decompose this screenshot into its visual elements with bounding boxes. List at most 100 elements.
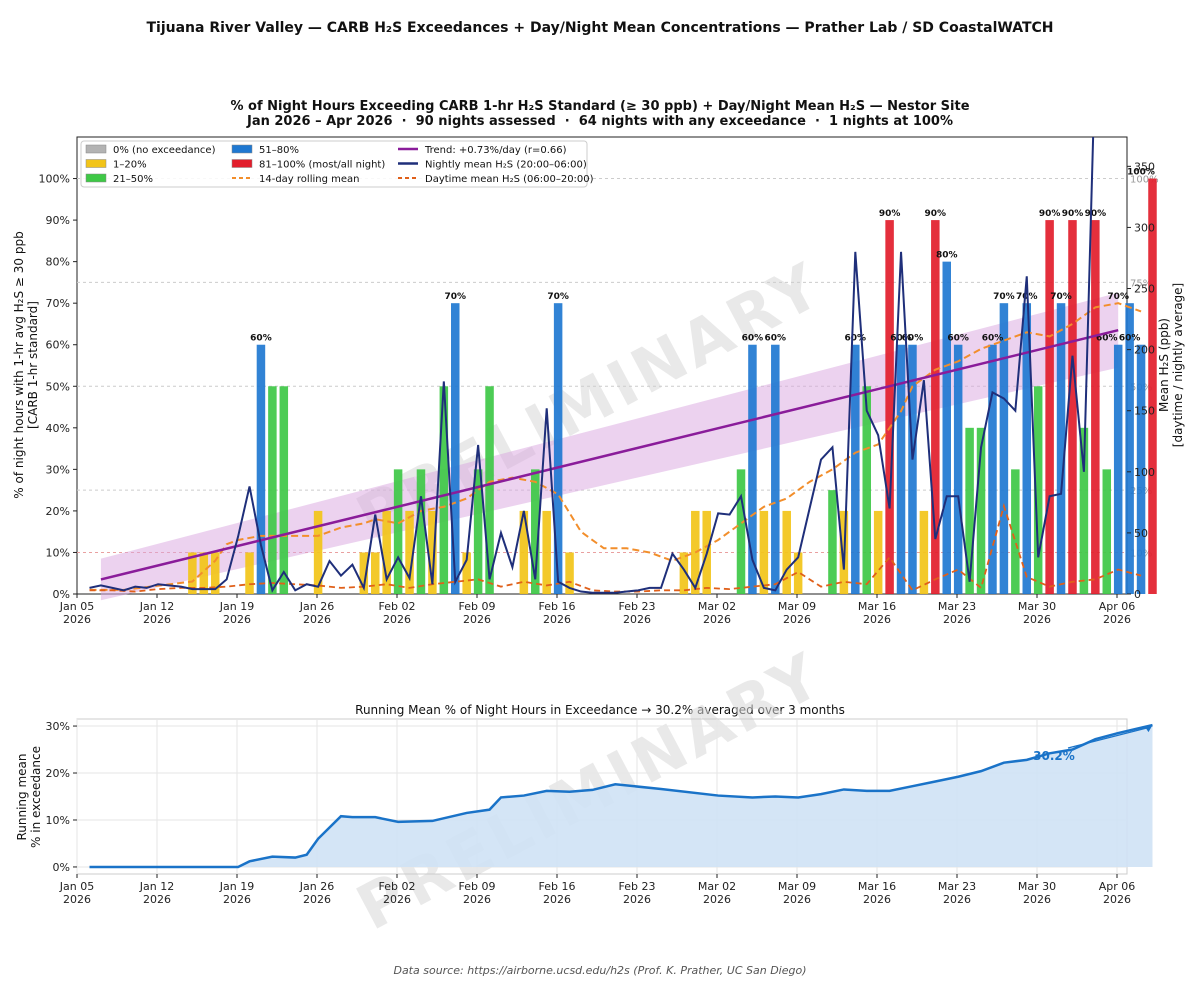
exceedance-bar <box>485 386 494 594</box>
top-chart-title-line2: Jan 2026 – Apr 2026 · 90 nights assessed… <box>246 114 953 129</box>
exceedance-bar <box>416 469 426 594</box>
bottom-y-axis-label: Running mean <box>15 753 29 840</box>
annotation-arrow <box>1067 726 1151 749</box>
y-tick-label: 80% <box>46 256 70 269</box>
exceedance-bar <box>953 344 963 594</box>
x-tick-year: 2026 <box>1023 613 1051 626</box>
bottom-y-tick-label: 20% <box>46 767 70 780</box>
exceedance-bar <box>736 469 746 594</box>
bottom-x-tick-label: Feb 23 <box>619 880 656 893</box>
x-tick-label: Feb 16 <box>539 600 576 613</box>
exceedance-bar <box>382 510 391 594</box>
bar-value-label: 70% <box>993 292 1015 302</box>
bar-value-label: 60% <box>250 334 272 344</box>
bottom-x-tick-year: 2026 <box>543 893 571 906</box>
bar-value-label: 60% <box>1119 334 1141 344</box>
y-tick-label: 20% <box>46 505 70 518</box>
bar-value-label: 70% <box>1050 292 1072 302</box>
y2-tick-label: 0 <box>1134 588 1141 601</box>
legend-label: 21–50% <box>113 174 153 185</box>
bottom-x-tick-label: Jan 19 <box>219 880 254 893</box>
exceedance-bar <box>519 510 529 594</box>
legend-swatch <box>231 159 253 168</box>
exceedance-bar <box>851 344 860 594</box>
bottom-x-tick-label: Mar 23 <box>938 880 976 893</box>
x-tick-label: Jan 19 <box>219 600 254 613</box>
exceedance-bar <box>1056 303 1066 594</box>
x-tick-label: Mar 30 <box>1018 600 1056 613</box>
nightly-mean-line <box>89 137 1095 594</box>
final-value-label: 30.2% <box>1033 749 1075 763</box>
bar-value-label: 60% <box>742 334 764 344</box>
exceedance-bar <box>771 344 780 594</box>
exceedance-bar <box>256 344 266 594</box>
y-tick-label: 30% <box>46 463 70 476</box>
x-tick-year: 2026 <box>543 613 571 626</box>
bottom-x-tick-label: Mar 16 <box>858 880 896 893</box>
bar-value-label: 80% <box>936 251 958 261</box>
bottom-chart-title: Running Mean % of Night Hours in Exceeda… <box>355 703 845 717</box>
exceedance-bar <box>965 427 974 594</box>
reference-line-label: 100% <box>1130 175 1159 186</box>
x-tick-year: 2026 <box>623 613 651 626</box>
x-tick-year: 2026 <box>63 613 91 626</box>
legend-label: 51–80% <box>259 145 299 156</box>
y-tick-label: 40% <box>46 422 70 435</box>
legend: 0% (no exceedance) 1–20% 21–50% 51–80% 81–10… <box>80 140 594 188</box>
exceedance-bar <box>896 344 906 594</box>
exceedance-bar <box>451 303 460 594</box>
x-tick-label: Mar 16 <box>858 600 896 613</box>
x-tick-year: 2026 <box>863 613 891 626</box>
y2-tick-label: 200 <box>1134 344 1155 357</box>
reference-line-label: 75% <box>1130 278 1152 289</box>
y-tick-label: 60% <box>46 339 70 352</box>
legend-swatch <box>85 173 107 183</box>
exceedance-bar <box>359 552 369 594</box>
x-tick-label: Jan 05 <box>59 600 94 613</box>
exceedance-bar <box>473 469 483 594</box>
exceedance-bar <box>531 469 540 594</box>
exceedance-bar <box>199 552 209 594</box>
trend-line <box>100 328 1119 581</box>
legend-box <box>80 140 588 188</box>
x-tick-label: Jan 12 <box>139 600 174 613</box>
exceedance-bar <box>542 510 551 594</box>
exceedance-bar <box>1079 427 1089 594</box>
bar-value-label: 90% <box>1085 209 1107 219</box>
x-tick-year: 2026 <box>383 613 411 626</box>
x-tick-label: Apr 06 <box>1099 600 1136 613</box>
exceedance-bar <box>1022 303 1032 594</box>
annotation-arrowhead <box>1144 725 1153 733</box>
data-source-footer: Data source: https://airborne.ucsd.edu/h… <box>393 964 807 977</box>
x-tick-year: 2026 <box>463 613 491 626</box>
exceedance-bar <box>405 510 414 594</box>
bottom-x-tick-label: Jan 26 <box>299 880 334 893</box>
y2-tick-label: 100 <box>1134 466 1155 479</box>
y-axis-label: % of night hours with 1-hr avg H₂S ≥ 30 … <box>12 231 26 498</box>
bottom-x-tick-year: 2026 <box>623 893 651 906</box>
exceedance-bar <box>885 220 894 594</box>
exceedance-bar <box>999 303 1009 594</box>
exceedance-bar <box>828 490 837 594</box>
x-tick-year: 2026 <box>703 613 731 626</box>
bottom-x-tick-year: 2026 <box>703 893 731 906</box>
x-tick-year: 2026 <box>303 613 331 626</box>
bottom-x-tick-year: 2026 <box>223 893 251 906</box>
y-axis-label-sub: [CARB 1-hr standard] <box>26 301 40 429</box>
bar-value-label: 60% <box>982 334 1004 344</box>
y2-tick-label: 250 <box>1134 283 1155 296</box>
exceedance-bar <box>279 386 289 594</box>
bar-value-label: 90% <box>1039 209 1061 219</box>
bottom-x-tick-year: 2026 <box>943 893 971 906</box>
legend-label: 14-day rolling mean <box>259 174 359 185</box>
legend-swatch <box>85 144 107 154</box>
x-tick-label: Feb 02 <box>379 600 416 613</box>
x-tick-label: Jan 26 <box>299 600 334 613</box>
x-tick-year: 2026 <box>783 613 811 626</box>
top-chart-title-line1: % of Night Hours Exceeding CARB 1-hr H₂S… <box>230 99 970 114</box>
bottom-x-tick-year: 2026 <box>383 893 411 906</box>
daytime-mean-line <box>89 502 1142 593</box>
exceedance-bar <box>210 552 220 594</box>
bottom-x-tick-year: 2026 <box>1103 893 1131 906</box>
exceedance-bar <box>462 552 471 594</box>
